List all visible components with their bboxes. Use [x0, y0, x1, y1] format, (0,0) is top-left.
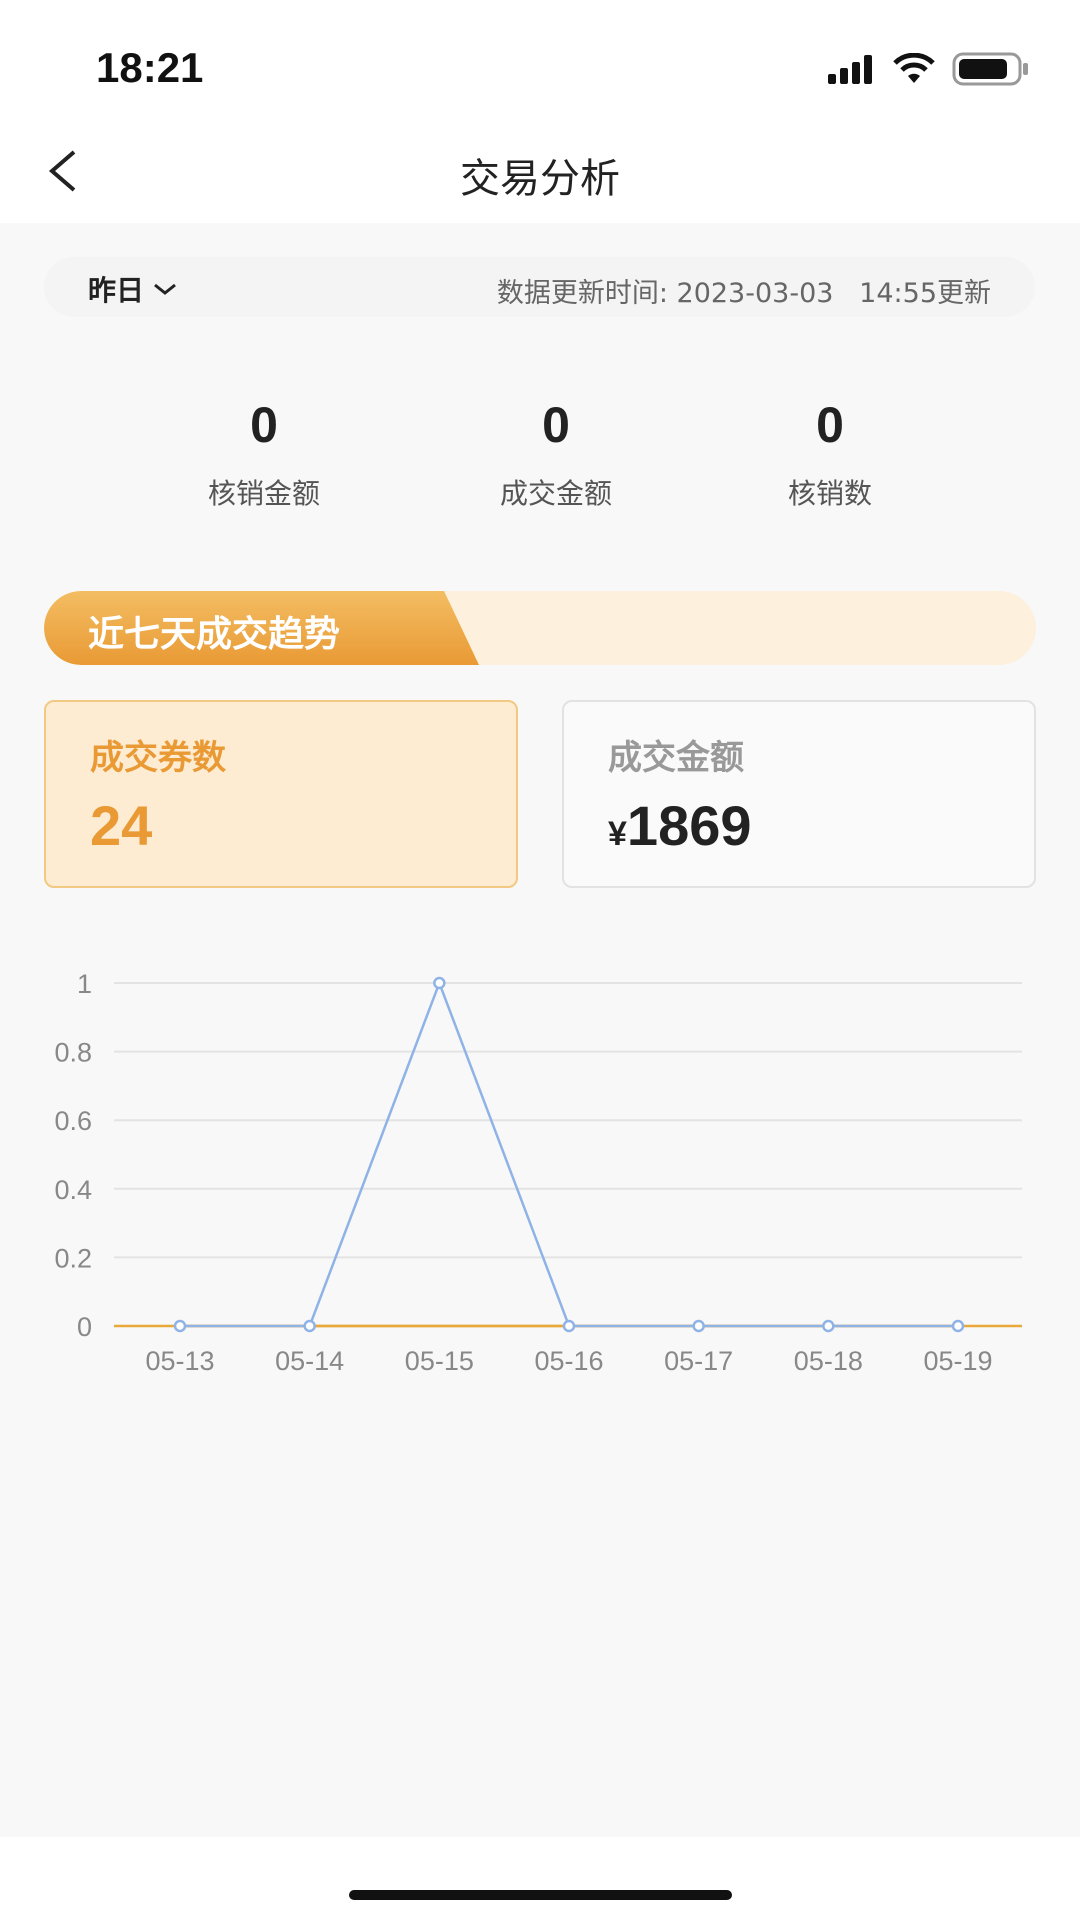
- banner-pill: [44, 591, 479, 665]
- stat-value: 0: [542, 397, 570, 453]
- period-dropdown[interactable]: 昨日: [88, 269, 178, 309]
- trend-title: 近七天成交趋势: [88, 614, 341, 655]
- x-tick-label: 05-19: [923, 1346, 992, 1376]
- y-tick-label: 0: [77, 1312, 92, 1342]
- filter-bar: 昨日 数据更新时间: 2023-03-03 14:55更新: [44, 257, 1035, 317]
- data-point: [822, 1319, 835, 1333]
- data-point: [433, 976, 446, 990]
- stat-label: 核销金额: [207, 477, 320, 510]
- x-tick-label: 05-14: [275, 1346, 344, 1376]
- status-icons: [826, 52, 1030, 86]
- status-time: 18:21: [96, 44, 204, 91]
- y-tick-label: 0.8: [54, 1038, 92, 1068]
- y-tick-label: 0.2: [54, 1243, 92, 1273]
- data-point: [303, 1319, 316, 1333]
- stat-verified-amount: 0 核销金额: [134, 396, 394, 512]
- x-tick-label: 05-16: [534, 1346, 603, 1376]
- wifi-icon: [893, 53, 935, 83]
- period-label: 昨日: [88, 274, 145, 307]
- stat-label: 成交金额: [499, 477, 612, 510]
- stat-value: 0: [816, 397, 844, 453]
- data-point: [562, 1319, 576, 1333]
- battery-icon: [952, 52, 1028, 86]
- currency-symbol: ¥: [608, 815, 627, 853]
- header: [0, 0, 1080, 223]
- stat-verified-count: 0 核销数: [700, 396, 960, 512]
- card-coupon-count[interactable]: 成交券数 24: [44, 700, 518, 888]
- card-deal-amount[interactable]: 成交金额 ¥1869: [562, 700, 1036, 888]
- update-time: 数据更新时间: 2023-03-03 14:55更新: [496, 278, 991, 309]
- data-point: [692, 1319, 705, 1333]
- y-tick-label: 1: [77, 969, 92, 999]
- series-line: [180, 979, 958, 1328]
- card-title: 成交金额: [608, 738, 744, 778]
- x-tick-label: 05-15: [405, 1346, 474, 1376]
- stat-label: 核销数: [787, 477, 872, 510]
- back-button[interactable]: [44, 146, 84, 196]
- stat-deal-amount: 0 成交金额: [426, 396, 686, 512]
- trend-banner: 近七天成交趋势: [44, 591, 1036, 665]
- x-tick-label: 05-18: [794, 1346, 863, 1376]
- data-point: [951, 1319, 965, 1333]
- x-tick-label: 05-17: [664, 1346, 733, 1376]
- bottom-area: [0, 1837, 1080, 1920]
- trend-chart: 0 0.2 0.4 0.6 0.8 1 05-13 05-14 05-15 05-16 05-17 0…: [54, 969, 1022, 1376]
- page-title: 交易分析: [460, 156, 620, 202]
- data-point: [173, 1319, 187, 1333]
- chevron-down-icon: [154, 283, 176, 295]
- home-indicator[interactable]: [349, 1890, 732, 1900]
- card-value: 24: [90, 794, 153, 857]
- card-value: 1869: [626, 794, 752, 857]
- signal-icon: [828, 55, 872, 84]
- y-tick-label: 0.4: [54, 1175, 92, 1205]
- y-tick-label: 0.6: [54, 1106, 92, 1136]
- card-title: 成交券数: [90, 738, 226, 778]
- stat-value: 0: [250, 397, 278, 453]
- x-tick-label: 05-13: [145, 1346, 214, 1376]
